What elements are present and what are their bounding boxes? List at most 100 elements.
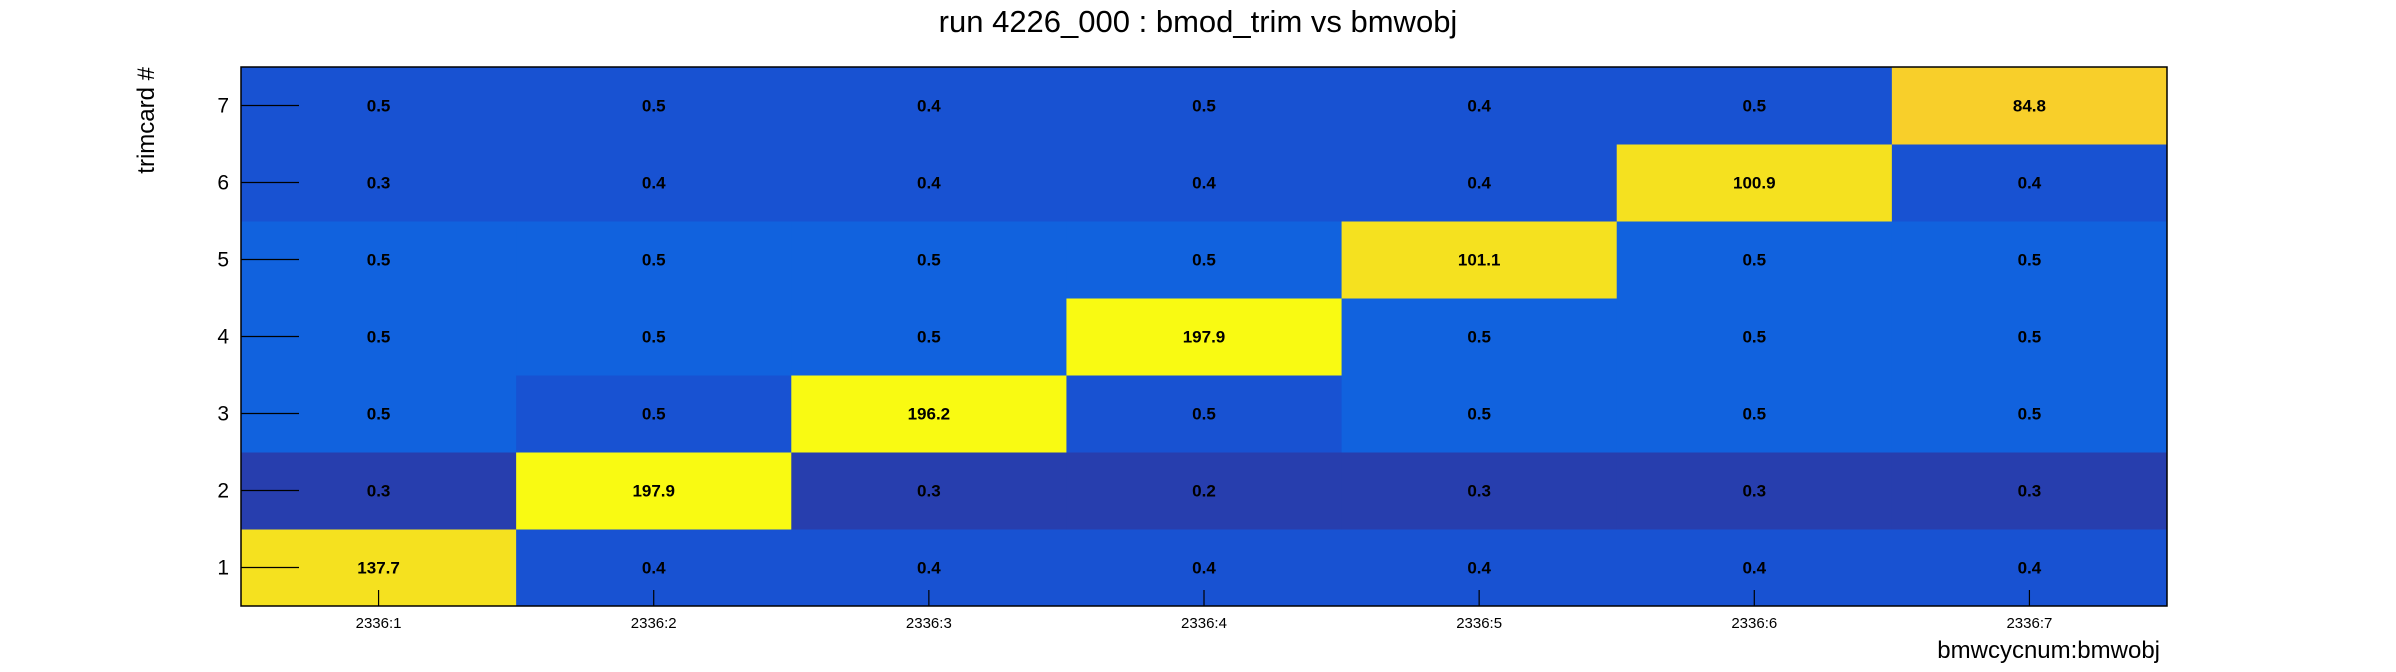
- cell-value-label: 0.5: [1467, 405, 1491, 424]
- y-tick-label: 6: [217, 172, 229, 195]
- heatmap-cell-6-2336:4: [1066, 144, 1343, 222]
- cell-value-label: 0.5: [1192, 97, 1216, 116]
- x-tick-label: 2336:3: [906, 615, 952, 632]
- cell-value-label: 0.3: [917, 482, 941, 501]
- cell-value-label: 0.5: [1742, 97, 1766, 116]
- heatmap-cell-6-2336:3: [791, 144, 1067, 222]
- cell-value-label: 0.5: [2018, 251, 2042, 270]
- cell-value-label: 0.5: [642, 328, 666, 347]
- heatmap-cell-3-2336:4: [1066, 375, 1343, 453]
- heatmap-cell-5-2336:2: [516, 221, 792, 299]
- cell-value-label: 0.3: [1742, 482, 1766, 501]
- cell-value-label: 0.5: [642, 405, 666, 424]
- heatmap-cell-2-2336:3: [791, 452, 1067, 530]
- cell-value-label: 0.5: [1192, 405, 1216, 424]
- heatmap-cell-4-2336:3: [791, 298, 1067, 376]
- cell-value-label: 0.5: [1192, 251, 1216, 270]
- heatmap-cell-2-2336:5: [1341, 452, 1618, 530]
- heatmap-cell-5-2336:4: [1066, 221, 1343, 299]
- cell-value-label: 0.4: [642, 559, 666, 578]
- cell-value-label: 0.2: [1192, 482, 1216, 501]
- cell-value-label: 0.4: [1467, 174, 1491, 193]
- heatmap-cells: 137.7 0.4 0.4 0.4 0.4 0.4 0.4 0.3 197.9 0.3 0.2 0.3…: [241, 67, 2168, 607]
- cell-value-label: 0.4: [1192, 174, 1216, 193]
- cell-value-label: 0.4: [1467, 559, 1491, 578]
- cell-value-label: 0.4: [1742, 559, 1766, 578]
- chart-title: run 4226_000 : bmod_trim vs bmwobj: [938, 4, 1458, 39]
- heatmap-cell-7-2336:3: [791, 67, 1067, 145]
- cell-value-label: 0.3: [1467, 482, 1491, 501]
- heatmap-cell-3-2336:5: [1341, 375, 1618, 453]
- cell-value-label: 197.9: [1183, 328, 1226, 347]
- heatmap-cell-5-2336:3: [791, 221, 1067, 299]
- heatmap-cell-3-2336:6: [1616, 375, 1893, 453]
- cell-value-label: 0.4: [1467, 97, 1491, 116]
- heatmap-cell-3-2336:3: [791, 375, 1067, 453]
- cell-value-label: 0.4: [917, 174, 941, 193]
- y-tick-label: 7: [217, 95, 229, 118]
- heatmap-cell-4-2336:5: [1341, 298, 1618, 376]
- heatmap-cell-6-2336:5: [1341, 144, 1618, 222]
- cell-value-label: 0.4: [642, 174, 666, 193]
- y-tick-label: 3: [217, 403, 229, 426]
- heatmap-cell-7-2336:5: [1341, 67, 1618, 145]
- heatmap-cell-6-2336:2: [516, 144, 792, 222]
- cell-value-label: 0.5: [1467, 328, 1491, 347]
- cell-value-label: 0.5: [917, 328, 941, 347]
- heatmap-cell-3-2336:2: [516, 375, 792, 453]
- heatmap-cell-4-2336:2: [516, 298, 792, 376]
- cell-value-label: 101.1: [1458, 251, 1501, 270]
- y-tick-label: 2: [217, 480, 229, 503]
- heatmap-cell-4-2336:7: [1891, 298, 2168, 376]
- heatmap-cell-3-2336:7: [1891, 375, 2168, 453]
- heatmap-cell-7-2336:7: [1891, 67, 2168, 145]
- cell-value-label: 0.3: [2018, 482, 2042, 501]
- heatmap-cell-7-2336:2: [516, 67, 792, 145]
- cell-value-label: 0.5: [367, 251, 391, 270]
- cell-value-label: 0.5: [2018, 405, 2042, 424]
- cell-value-label: 100.9: [1733, 174, 1776, 193]
- heatmap-cell-4-2336:4: [1066, 298, 1343, 376]
- y-tick-label: 4: [217, 326, 229, 349]
- heatmap-cell-2-2336:4: [1066, 452, 1343, 530]
- cell-value-label: 0.5: [1742, 328, 1766, 347]
- y-tick-label: 5: [217, 249, 229, 272]
- heatmap-cell-2-2336:7: [1891, 452, 2168, 530]
- cell-value-label: 197.9: [632, 482, 675, 501]
- x-tick-label: 2336:5: [1456, 615, 1502, 632]
- x-tick-label: 2336:7: [2006, 615, 2052, 632]
- cell-value-label: 137.7: [357, 559, 400, 578]
- cell-value-label: 0.5: [642, 251, 666, 270]
- cell-value-label: 0.5: [367, 97, 391, 116]
- cell-value-label: 0.5: [1742, 251, 1766, 270]
- x-axis-title: bmwcycnum:bmwobj: [1937, 637, 2160, 664]
- y-tick-label: 1: [217, 557, 229, 580]
- cell-value-label: 0.3: [367, 174, 391, 193]
- cell-value-label: 0.3: [367, 482, 391, 501]
- axis-ticks: 1 2 3 4 5 6 7 2336:1 2336:2 2336:3 2336:4 2336:5 233…: [217, 95, 2052, 633]
- cell-value-label: 0.5: [367, 405, 391, 424]
- heatmap-cell-5-2336:7: [1891, 221, 2168, 299]
- y-axis-title: trimcard #: [133, 66, 160, 173]
- heatmap-cell-6-2336:6: [1616, 144, 1893, 222]
- cell-value-label: 0.4: [2018, 559, 2042, 578]
- cell-value-label: 0.5: [917, 251, 941, 270]
- heatmap-cell-6-2336:7: [1891, 144, 2168, 222]
- cell-value-label: 0.4: [917, 97, 941, 116]
- cell-value-label: 0.5: [642, 97, 666, 116]
- x-tick-label: 2336:4: [1181, 615, 1227, 632]
- cell-value-label: 84.8: [2013, 97, 2046, 116]
- cell-value-label: 0.5: [2018, 328, 2042, 347]
- cell-value-label: 0.4: [1192, 559, 1216, 578]
- heatmap-cell-2-2336:6: [1616, 452, 1893, 530]
- x-tick-label: 2336:6: [1731, 615, 1777, 632]
- cell-value-label: 196.2: [908, 405, 951, 424]
- cell-value-label: 0.5: [1742, 405, 1766, 424]
- x-tick-label: 2336:2: [631, 615, 677, 632]
- heatmap-cell-7-2336:6: [1616, 67, 1893, 145]
- heatmap-cell-2-2336:2: [516, 452, 792, 530]
- heatmap-cell-4-2336:6: [1616, 298, 1893, 376]
- cell-value-label: 0.4: [2018, 174, 2042, 193]
- cell-value-label: 0.4: [917, 559, 941, 578]
